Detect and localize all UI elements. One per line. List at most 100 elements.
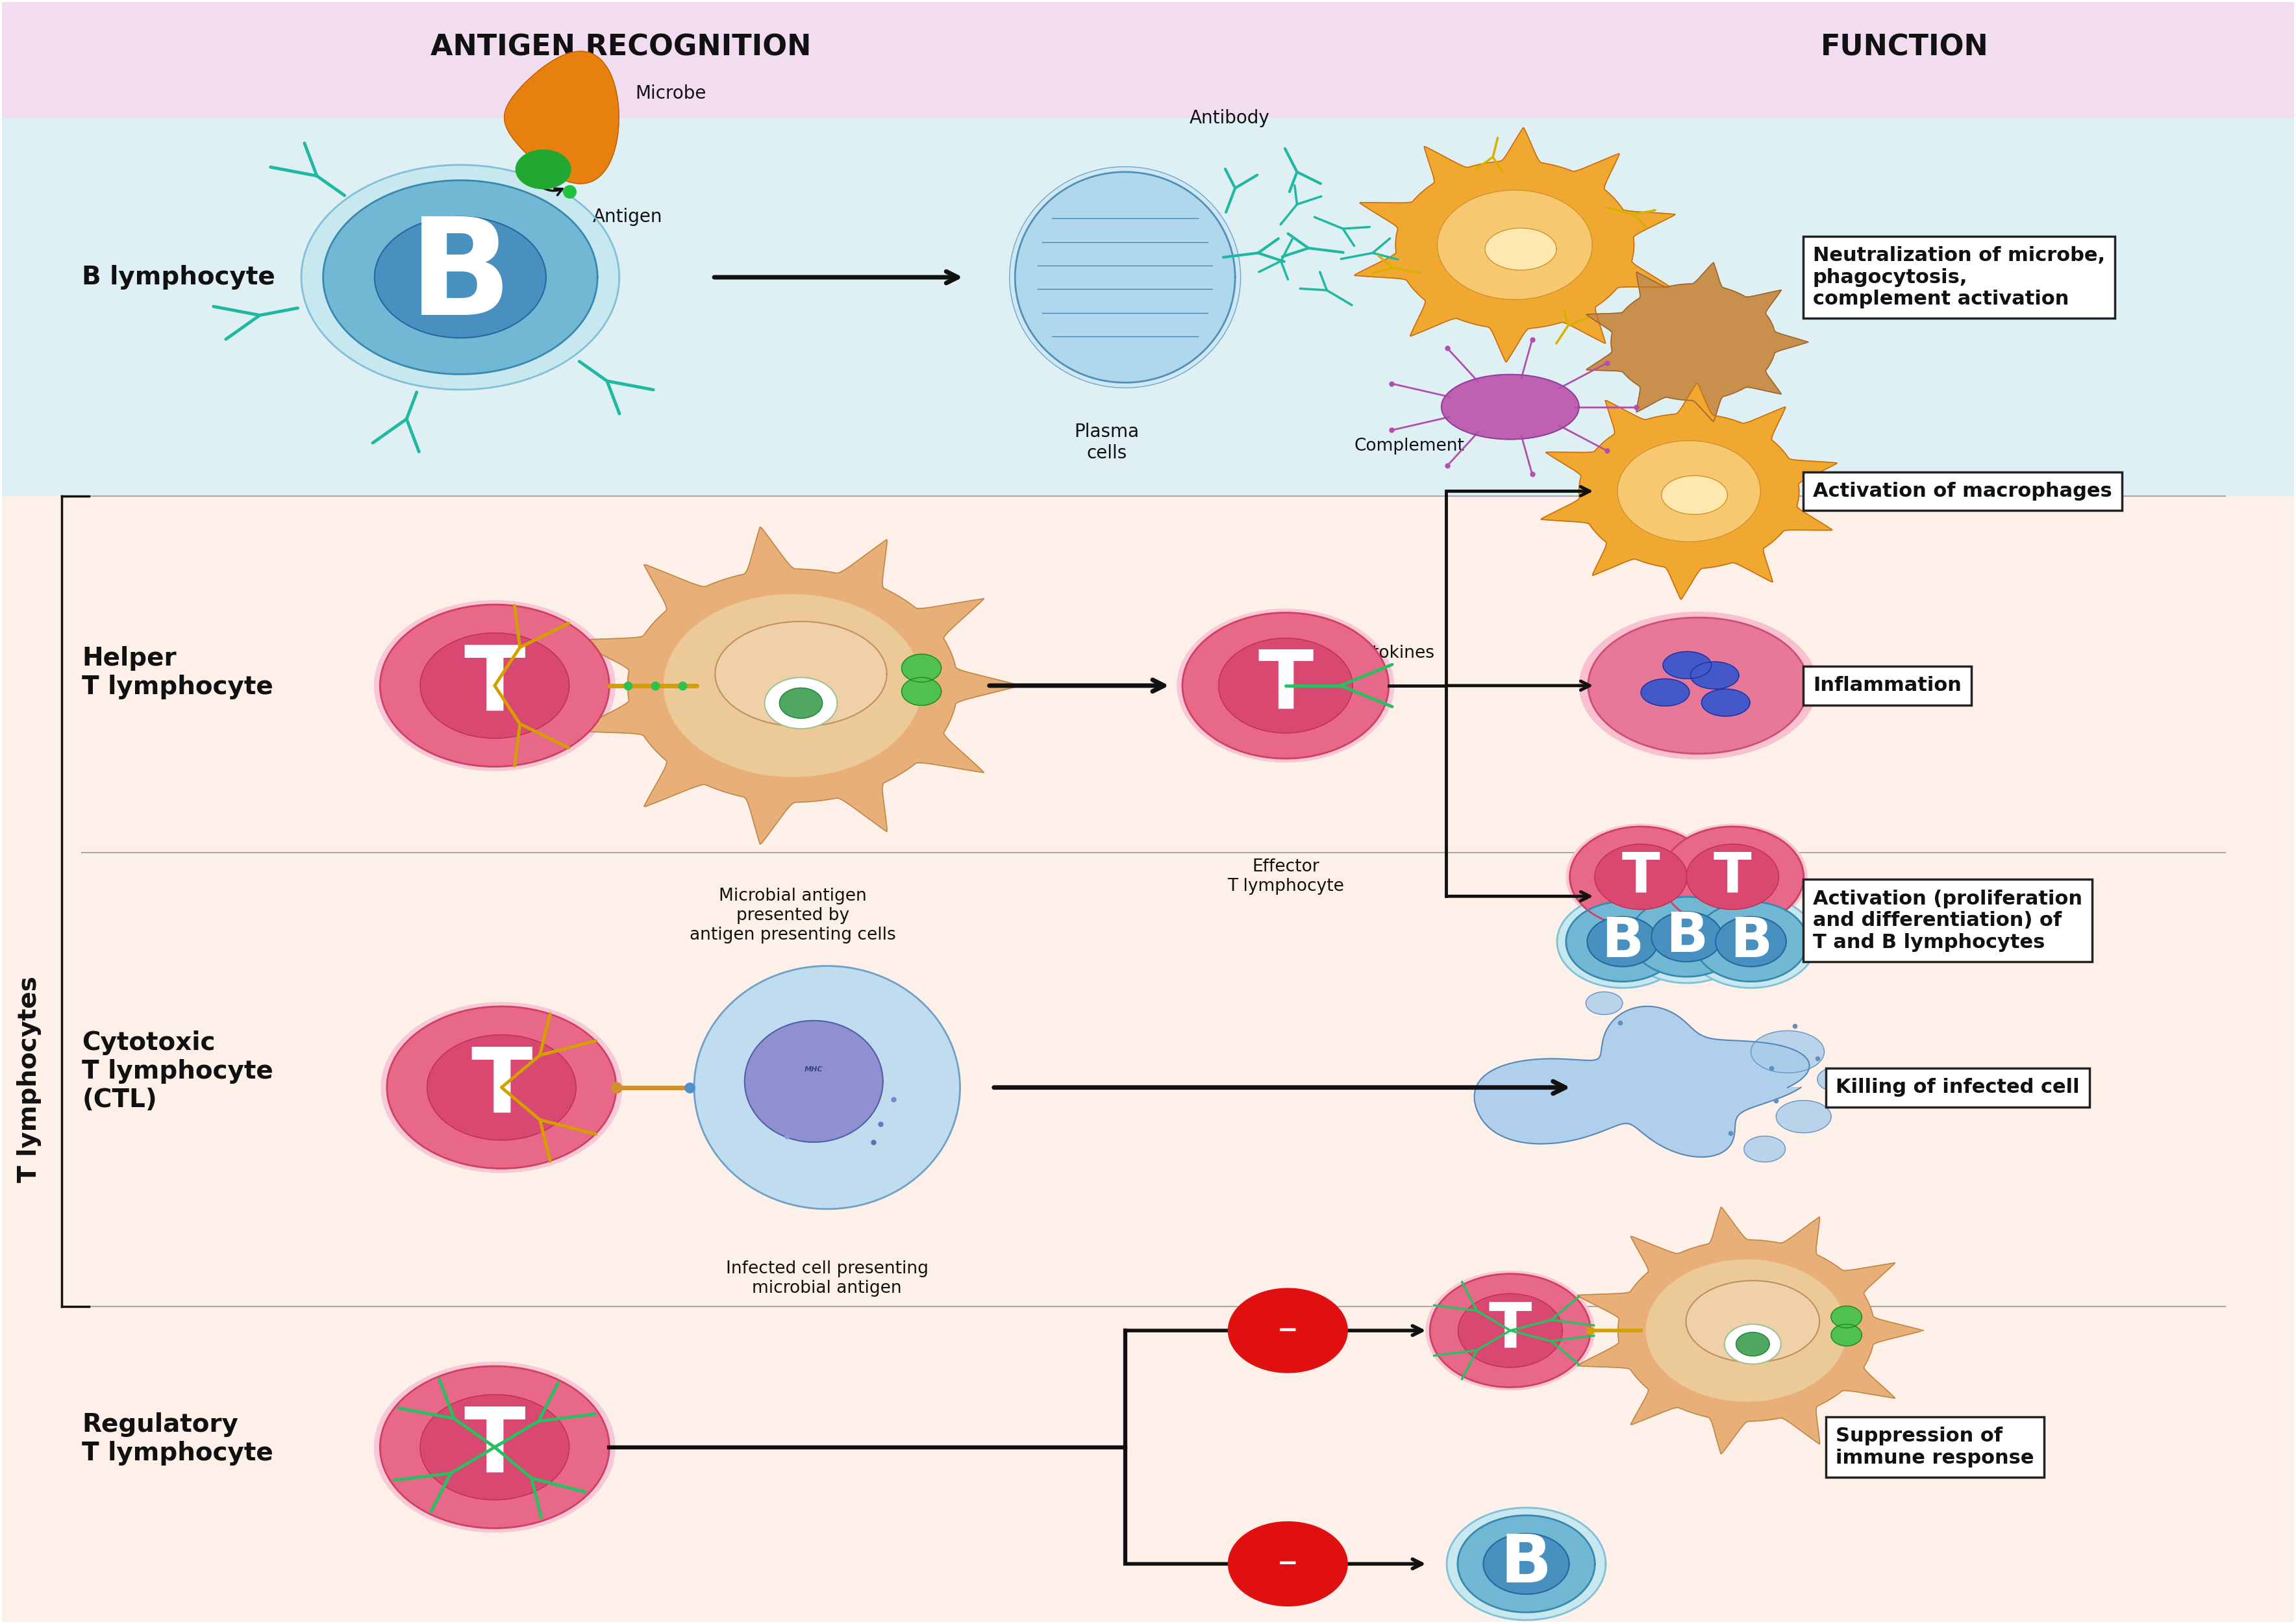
Polygon shape xyxy=(1685,895,1816,987)
Polygon shape xyxy=(1818,1069,1851,1091)
Polygon shape xyxy=(1442,375,1580,440)
Polygon shape xyxy=(1662,827,1805,927)
Polygon shape xyxy=(1458,1294,1561,1367)
Polygon shape xyxy=(1685,1281,1818,1363)
Polygon shape xyxy=(1486,227,1557,270)
Polygon shape xyxy=(1736,1332,1770,1356)
Polygon shape xyxy=(1010,167,1240,388)
Polygon shape xyxy=(1577,1207,1924,1453)
Text: T: T xyxy=(1488,1301,1531,1361)
Text: Inflammation: Inflammation xyxy=(1814,676,1961,695)
Text: Antibody: Antibody xyxy=(1189,109,1270,128)
Text: Activation of macrophages: Activation of macrophages xyxy=(1814,482,2112,500)
Polygon shape xyxy=(664,594,921,776)
Text: B: B xyxy=(1729,914,1773,968)
Polygon shape xyxy=(1228,1522,1348,1606)
Polygon shape xyxy=(381,1002,622,1173)
Polygon shape xyxy=(388,1007,615,1169)
Polygon shape xyxy=(1621,890,1752,983)
Polygon shape xyxy=(517,149,572,188)
Polygon shape xyxy=(1587,992,1623,1015)
Text: T: T xyxy=(1621,849,1660,905)
Polygon shape xyxy=(420,633,569,739)
Polygon shape xyxy=(374,216,546,338)
Polygon shape xyxy=(1228,1288,1348,1372)
Polygon shape xyxy=(1182,612,1389,758)
Polygon shape xyxy=(427,1034,576,1140)
Polygon shape xyxy=(1830,1324,1862,1346)
Polygon shape xyxy=(324,180,597,374)
Text: B: B xyxy=(409,211,512,343)
Text: Microbe: Microbe xyxy=(636,84,705,102)
Text: Regulatory
T lymphocyte: Regulatory T lymphocyte xyxy=(83,1413,273,1466)
Text: Helper
T lymphocyte: Helper T lymphocyte xyxy=(83,646,273,700)
Text: T: T xyxy=(1713,849,1752,905)
Polygon shape xyxy=(1015,172,1235,383)
Polygon shape xyxy=(1685,844,1779,909)
Text: Plasma
cells: Plasma cells xyxy=(1075,422,1139,463)
Polygon shape xyxy=(778,689,822,718)
Polygon shape xyxy=(1777,1101,1832,1134)
Polygon shape xyxy=(1458,1515,1596,1613)
Text: Microbial antigen
presented by
antigen presenting cells: Microbial antigen presented by antigen p… xyxy=(689,888,895,944)
Polygon shape xyxy=(693,966,960,1208)
Polygon shape xyxy=(1580,612,1816,758)
Text: Complement: Complement xyxy=(1355,437,1465,455)
Polygon shape xyxy=(576,528,1019,844)
Text: MHC: MHC xyxy=(804,1065,822,1072)
Bar xyxy=(2,2,2294,119)
Text: Suppression of
immune response: Suppression of immune response xyxy=(1837,1427,2034,1468)
Polygon shape xyxy=(902,677,941,705)
Text: Neutralization of microbe,
phagocytosis,
complement activation: Neutralization of microbe, phagocytosis,… xyxy=(1814,247,2105,309)
Polygon shape xyxy=(1437,190,1591,300)
Text: ANTIGEN RECOGNITION: ANTIGEN RECOGNITION xyxy=(429,32,810,62)
Polygon shape xyxy=(1474,1007,1809,1156)
Text: T: T xyxy=(464,1403,526,1491)
Text: Antigen: Antigen xyxy=(592,208,664,226)
Polygon shape xyxy=(902,654,941,682)
Polygon shape xyxy=(1658,823,1807,929)
Text: T lymphocytes: T lymphocytes xyxy=(16,976,41,1182)
Polygon shape xyxy=(1570,827,1713,927)
Polygon shape xyxy=(1662,476,1727,515)
Polygon shape xyxy=(1219,638,1352,732)
Polygon shape xyxy=(301,166,620,390)
Polygon shape xyxy=(1724,1324,1782,1364)
Text: B: B xyxy=(1665,909,1708,963)
Polygon shape xyxy=(420,1395,569,1501)
Text: T: T xyxy=(1258,646,1313,724)
Polygon shape xyxy=(1430,1273,1591,1387)
Polygon shape xyxy=(714,622,886,726)
Polygon shape xyxy=(505,52,620,184)
Polygon shape xyxy=(1446,1507,1605,1621)
Text: Cytokines: Cytokines xyxy=(1350,645,1435,661)
Text: Infected cell presenting
microbial antigen: Infected cell presenting microbial antig… xyxy=(726,1260,928,1298)
Polygon shape xyxy=(1355,128,1676,362)
Polygon shape xyxy=(1694,901,1807,981)
Text: T: T xyxy=(464,641,526,729)
Polygon shape xyxy=(1701,689,1750,716)
Polygon shape xyxy=(1426,1272,1593,1390)
Text: Activation (proliferation
and differentiation) of
T and B lymphocytes: Activation (proliferation and differenti… xyxy=(1814,890,2082,952)
Polygon shape xyxy=(1752,1031,1825,1073)
Polygon shape xyxy=(374,1363,615,1533)
Polygon shape xyxy=(1557,895,1688,987)
Text: Cytotoxic
T lymphocyte
(CTL): Cytotoxic T lymphocyte (CTL) xyxy=(83,1030,273,1112)
Polygon shape xyxy=(1178,609,1394,762)
Text: B: B xyxy=(1502,1531,1552,1596)
Polygon shape xyxy=(1566,901,1678,981)
Text: B: B xyxy=(1600,914,1644,968)
Polygon shape xyxy=(1541,383,1837,599)
Polygon shape xyxy=(1616,440,1761,542)
Text: −: − xyxy=(1277,1319,1300,1343)
Polygon shape xyxy=(1715,916,1786,966)
Text: Effector
T lymphocyte: Effector T lymphocyte xyxy=(1226,859,1343,895)
Polygon shape xyxy=(1589,617,1809,754)
Polygon shape xyxy=(1642,679,1690,706)
Polygon shape xyxy=(1662,651,1711,679)
Polygon shape xyxy=(1690,663,1738,689)
Polygon shape xyxy=(1830,1306,1862,1328)
Polygon shape xyxy=(1596,844,1688,909)
Polygon shape xyxy=(744,1020,884,1142)
Polygon shape xyxy=(1483,1533,1568,1595)
